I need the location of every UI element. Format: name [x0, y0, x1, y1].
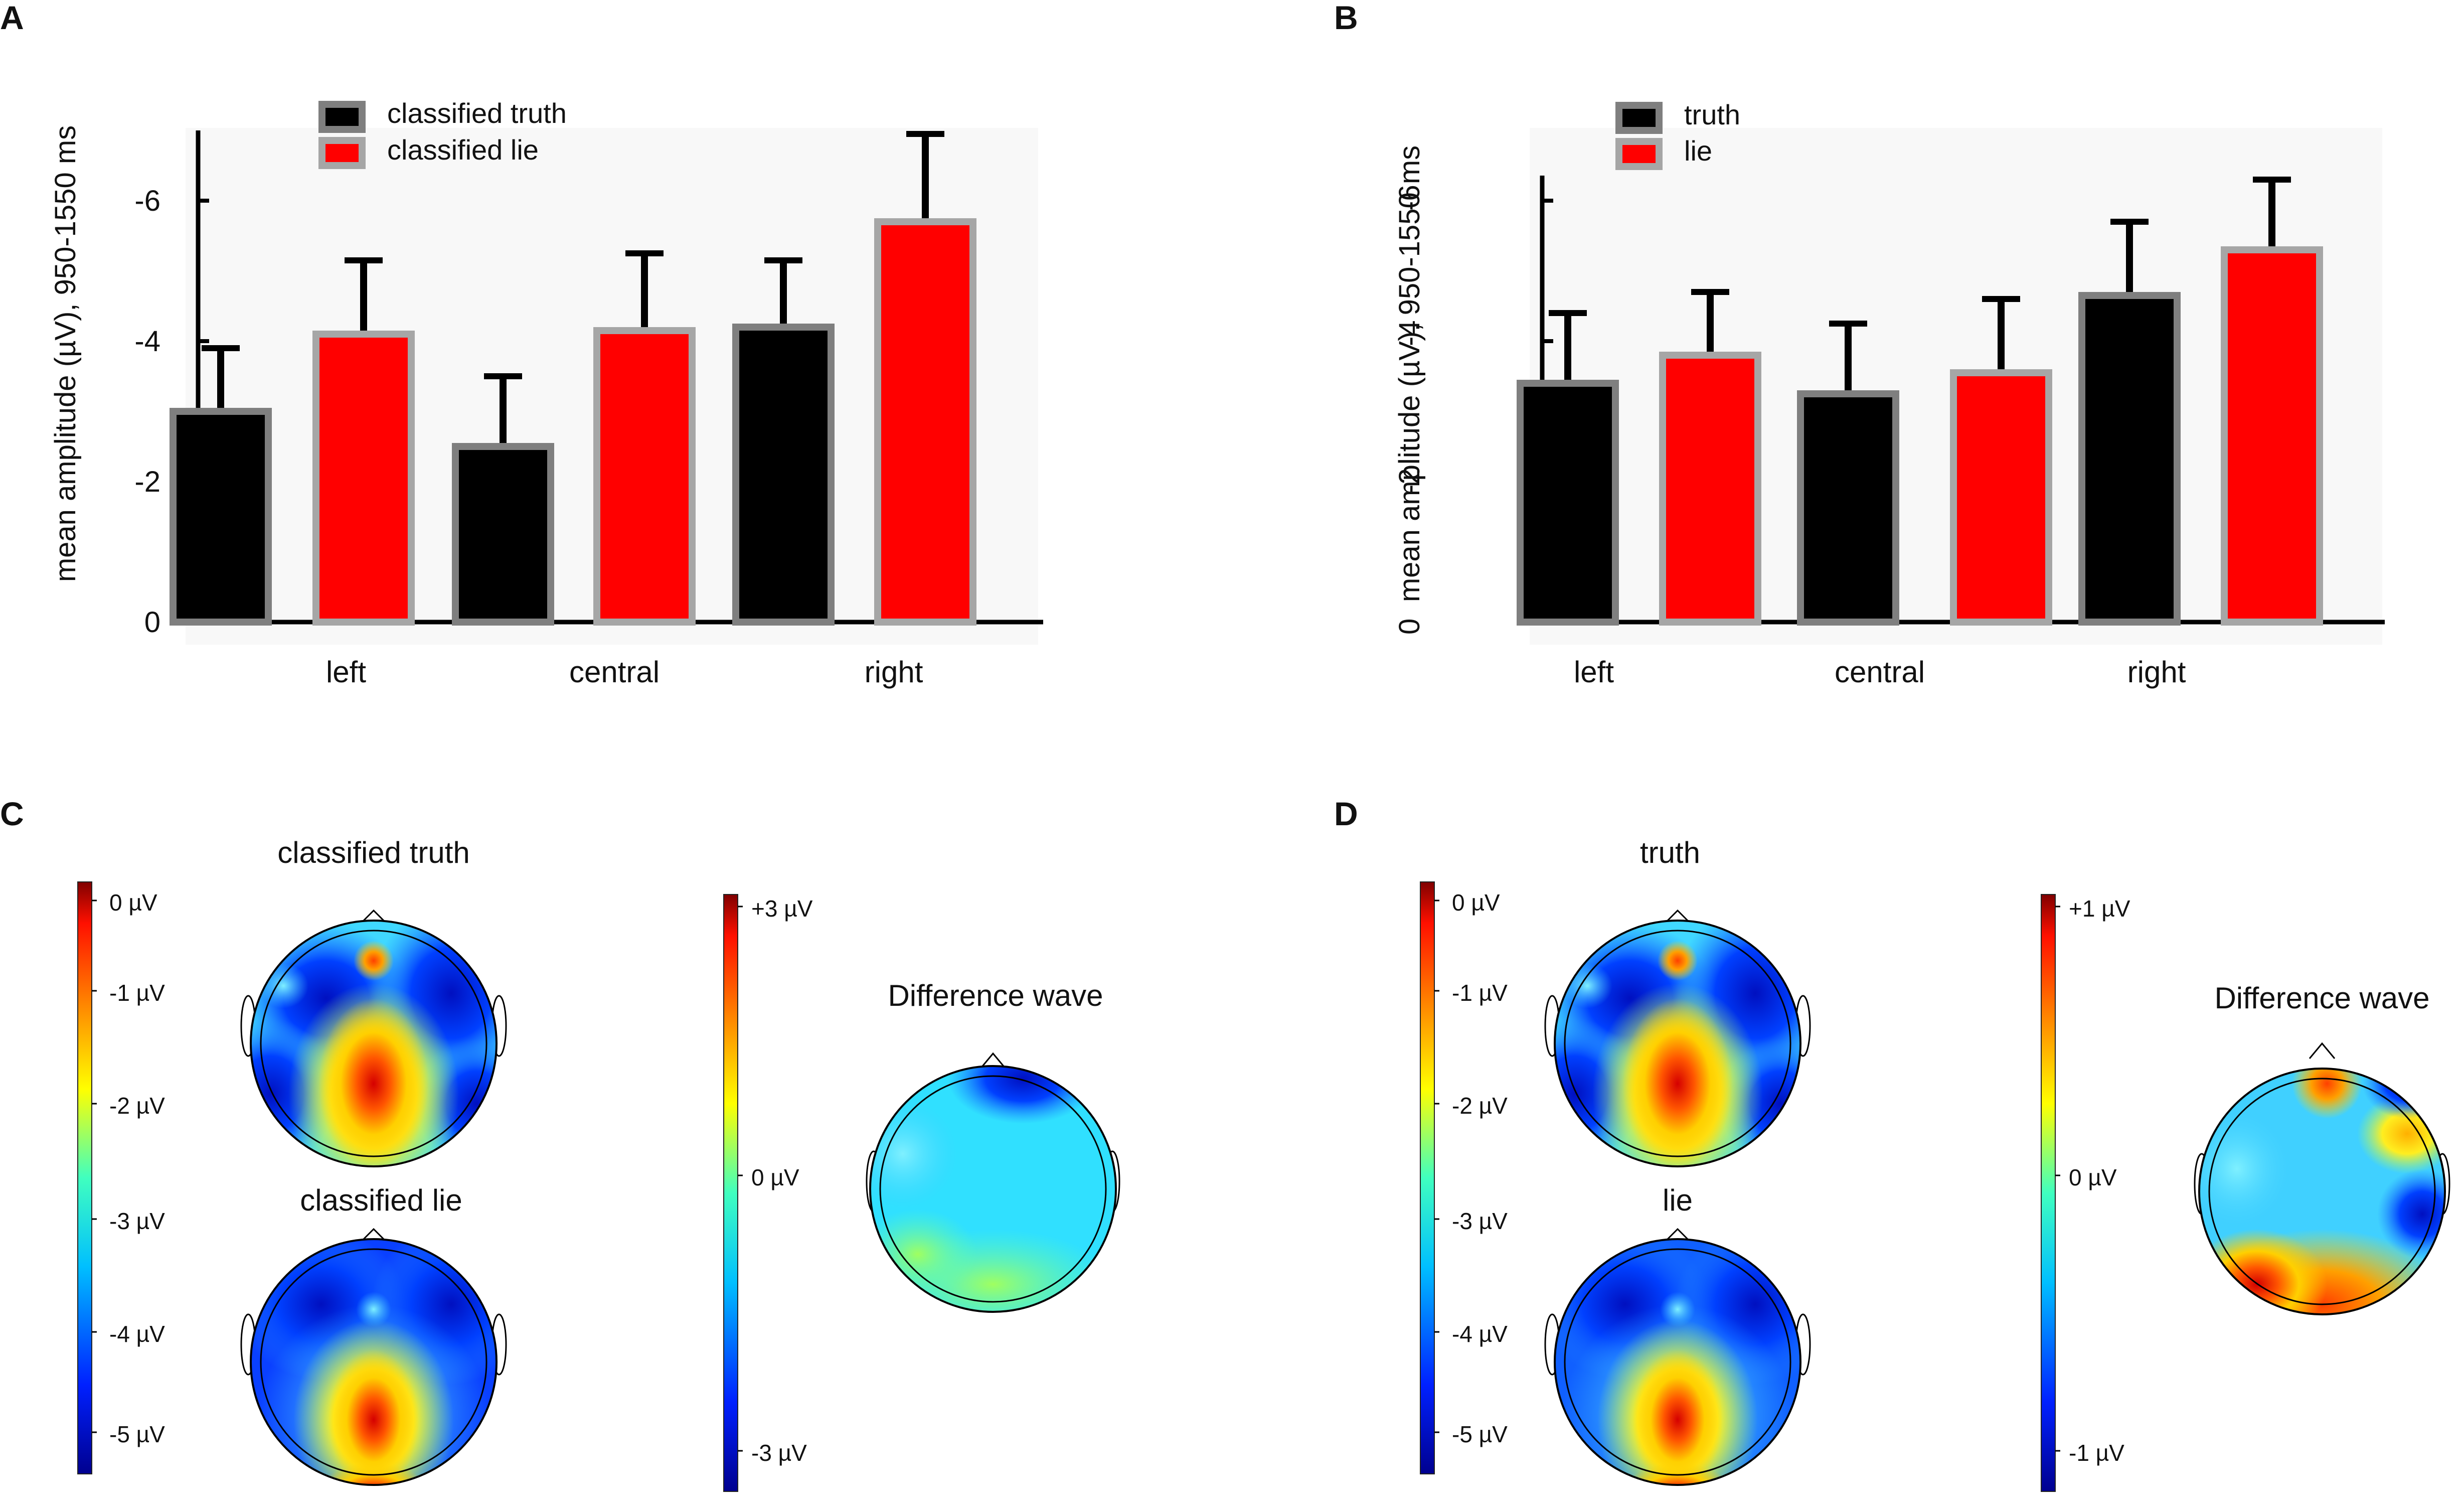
x-tick-label-a-left: left: [326, 655, 366, 689]
color-scale-c-voltage: [77, 881, 92, 1474]
legend-label-a-lie: classified lie: [387, 134, 539, 166]
scale-tick-label: -1 µV: [1452, 980, 1508, 1006]
bar-b-right-truth: [2078, 292, 2181, 626]
color-scale-d-difference: [2041, 894, 2056, 1492]
legend-b: truth lie: [1615, 99, 1740, 170]
y-tick-label-a-0: 0: [144, 606, 160, 639]
x-tick-label-a-central: central: [569, 655, 660, 689]
scale-tick-label: -4 µV: [1452, 1321, 1508, 1347]
bar-b-left-truth: [1517, 380, 1619, 626]
scale-tick-label: -5 µV: [1452, 1421, 1508, 1447]
topomap-title-c-lie: classified lie: [300, 1183, 462, 1217]
scale-tick-label: -2 µV: [109, 1093, 165, 1119]
topomap-d-difference: [2194, 1042, 2450, 1315]
x-tick-label-b-left: left: [1574, 655, 1614, 689]
difference-wave-title-c: Difference wave: [888, 979, 1103, 1012]
scale-tick-label: -3 µV: [751, 1440, 807, 1466]
topomap-d-truth: [1544, 909, 1811, 1167]
legend-label-b-lie: lie: [1684, 135, 1712, 167]
topomap-title-d-lie: lie: [1663, 1183, 1693, 1217]
topomap-title-d-truth: truth: [1640, 836, 1700, 869]
y-axis-overlap-glyph: 0: [1393, 619, 1426, 635]
bar-a-central-lie: [593, 327, 696, 626]
topomap-c-lie: [240, 1228, 507, 1486]
scale-tick-label: -5 µV: [109, 1421, 165, 1447]
legend-a: classified truth classified lie: [318, 97, 567, 169]
y-tick-label-a-1: -2: [134, 466, 160, 498]
scale-tick-label: +1 µV: [2069, 895, 2130, 922]
bar-chart-b: left central right mean amplitude (µV), 95…: [1393, 99, 2385, 689]
scale-tick-label: 0 µV: [2069, 1164, 2117, 1190]
panel-letter-a: A: [0, 0, 24, 36]
x-tick-label-a-right: right: [865, 655, 923, 689]
bar-chart-a: 0 -2 -4 -6 left central right mean amplitude …: [49, 97, 1043, 689]
scale-tick-label: -3 µV: [1452, 1208, 1508, 1234]
topomap-c-difference: [866, 1052, 1120, 1313]
bar-a-left-lie: [312, 331, 415, 626]
color-scale-d-voltage: [1420, 881, 1435, 1474]
color-scale-c-difference: [723, 894, 738, 1492]
topomap-panel-c: 0 µV -1 µV -2 µV -3 µV -4 µV -5 µV classified…: [77, 836, 1120, 1492]
legend-label-a-truth: classified truth: [387, 97, 567, 129]
bar-a-right-lie: [874, 218, 976, 626]
topomap-c-truth: [240, 909, 507, 1167]
difference-wave-title-d: Difference wave: [2214, 981, 2429, 1015]
y-axis-label-b: mean amplitude (µV), 950-1550 ms: [1393, 145, 1426, 602]
legend-label-b-truth: truth: [1684, 99, 1740, 130]
scale-tick-label: -1 µV: [109, 980, 165, 1006]
x-tick-label-b-right: right: [2127, 655, 2186, 689]
scale-tick-label: -1 µV: [2069, 1440, 2124, 1466]
scale-tick-label: 0 µV: [109, 889, 157, 916]
scale-tick-label: -3 µV: [109, 1208, 165, 1234]
y-axis-label-a: mean amplitude (µV), 950-1550 ms: [49, 125, 82, 582]
scale-tick-label: 0 µV: [1452, 889, 1500, 916]
topomap-panel-d: 0 µV -1 µV -2 µV -3 µV -4 µV -5 µV truth lie: [1420, 836, 2450, 1492]
y-axis-overlap-glyph: -2: [1393, 468, 1426, 494]
panel-letter-d: D: [1334, 795, 1358, 832]
panel-letter-c: C: [0, 795, 24, 832]
scale-tick-label: +3 µV: [751, 895, 813, 922]
color-scale-d-difference-ticks: +1 µV 0 µV -1 µV: [2055, 895, 2130, 1466]
y-tick-label-a-3: -6: [134, 185, 160, 217]
y-axis-overlap-glyph: -4: [1393, 320, 1426, 346]
y-axis-overlap-glyph: -6: [1393, 185, 1426, 211]
bar-b-central-truth: [1797, 390, 1899, 626]
x-tick-label-b-central: central: [1835, 655, 1925, 689]
bar-b-right-lie: [2221, 246, 2323, 626]
scale-tick-label: 0 µV: [751, 1164, 799, 1190]
topomap-title-c-truth: classified truth: [277, 836, 470, 869]
color-scale-c-difference-ticks: +3 µV 0 µV -3 µV: [738, 895, 813, 1466]
scale-tick-label: -4 µV: [109, 1321, 165, 1347]
bar-a-central-truth: [452, 443, 554, 626]
color-scale-c-voltage-ticks: 0 µV -1 µV -2 µV -3 µV -4 µV -5 µV: [92, 889, 165, 1447]
panel-letter-b: B: [1334, 0, 1358, 36]
bar-b-left-lie: [1659, 352, 1761, 626]
bar-a-right-truth: [732, 324, 835, 626]
scale-tick-label: -2 µV: [1452, 1093, 1508, 1119]
bar-a-left-truth: [170, 408, 272, 626]
y-tick-label-a-2: -4: [134, 325, 160, 358]
topomap-d-lie: [1544, 1228, 1811, 1486]
bar-b-central-lie: [1950, 369, 2052, 626]
color-scale-d-voltage-ticks: 0 µV -1 µV -2 µV -3 µV -4 µV -5 µV: [1434, 889, 1508, 1447]
